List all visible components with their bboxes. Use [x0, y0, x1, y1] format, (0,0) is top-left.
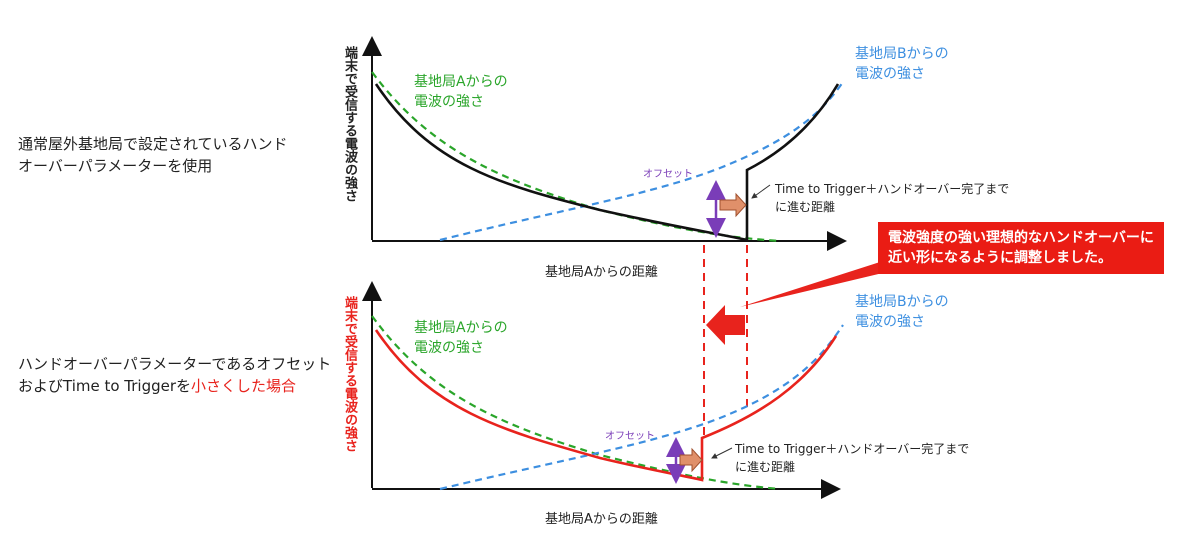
top-chart	[362, 36, 847, 251]
top-note-pointer	[751, 184, 771, 199]
top-signal-b-line1: 基地局Bからの	[855, 46, 949, 62]
bottom-ttt-note: Time to Trigger＋ハンドオーバー完了まで に進む距離	[735, 440, 969, 476]
bottom-signal-a-line2: 電波の強さ	[414, 340, 484, 356]
top-ttt-line1: Time to Trigger＋ハンドオーバー完了まで	[775, 182, 1010, 196]
top-signal-b-line2: 電波の強さ	[855, 66, 925, 82]
bottom-x-axis-label: 基地局Aからの距離	[545, 512, 658, 527]
bottom-offset-label: オフセット	[605, 431, 655, 442]
top-signal-b-label: 基地局Bからの 電波の強さ	[855, 44, 949, 84]
top-signal-a-label: 基地局Aからの 電波の強さ	[414, 72, 508, 112]
top-received-curve	[374, 83, 840, 242]
bottom-signal-a-curve	[371, 315, 781, 491]
bottom-scenario-line2: およびTime to Triggerを小さくした場合	[18, 375, 331, 397]
callout-line2: 近い形になるように調整しました。	[888, 250, 1112, 266]
bottom-signal-b-label: 基地局Bからの 電波の強さ	[855, 292, 949, 332]
shift-left-arrow	[706, 305, 745, 345]
bottom-signal-b-curve	[439, 324, 844, 491]
top-x-axis-label: 基地局Aからの距離	[545, 265, 658, 280]
bottom-chart	[362, 281, 844, 499]
bottom-ttt-line2: に進む距離	[735, 460, 796, 474]
bottom-received-curve	[374, 329, 838, 482]
callout-pointer	[740, 262, 895, 307]
top-y-axis-label: 端末で受信する電波の強さ	[342, 46, 357, 202]
bottom-signal-b-line1: 基地局Bからの	[855, 294, 949, 310]
top-scenario-line2: オーバーパラメーターを使用	[18, 157, 213, 175]
top-signal-a-line1: 基地局Aからの	[414, 74, 508, 90]
bottom-scenario-line1: ハンドオーバーパラメーターであるオフセット	[18, 355, 332, 373]
top-signal-a-line2: 電波の強さ	[414, 94, 484, 110]
bottom-note-pointer	[711, 447, 733, 459]
bottom-scenario-highlight: 小さくした場合	[191, 377, 297, 395]
bottom-ttt-line1: Time to Trigger＋ハンドオーバー完了まで	[735, 442, 970, 456]
top-ttt-line2: に進む距離	[775, 200, 836, 214]
bottom-scenario-line2-prefix: およびTime to Triggerを	[18, 377, 192, 395]
bottom-signal-a-line1: 基地局Aからの	[414, 320, 508, 336]
top-offset-label: オフセット	[643, 169, 693, 180]
callout-line1: 電波強度の強い理想的なハンドオーバーに	[888, 230, 1154, 246]
bottom-y-axis-label: 端末で受信する電波の強さ	[342, 296, 357, 452]
bottom-signal-a-label: 基地局Aからの 電波の強さ	[414, 318, 508, 358]
bottom-signal-b-line2: 電波の強さ	[855, 314, 925, 330]
top-ttt-arrow	[719, 192, 747, 218]
bottom-scenario-label: ハンドオーバーパラメーターであるオフセット およびTime to Trigger…	[18, 353, 331, 397]
top-ttt-note: Time to Trigger＋ハンドオーバー完了まで に進む距離	[775, 180, 1009, 216]
top-scenario-label: 通常屋外基地局で設定されているハンド オーバーパラメーターを使用	[18, 133, 288, 177]
adjustment-callout: 電波強度の強い理想的なハンドオーバーに 近い形になるように調整しました。	[878, 222, 1164, 274]
bottom-ttt-arrow	[679, 447, 703, 473]
top-signal-b-curve	[439, 81, 844, 242]
top-scenario-line1: 通常屋外基地局で設定されているハンド	[18, 135, 288, 153]
